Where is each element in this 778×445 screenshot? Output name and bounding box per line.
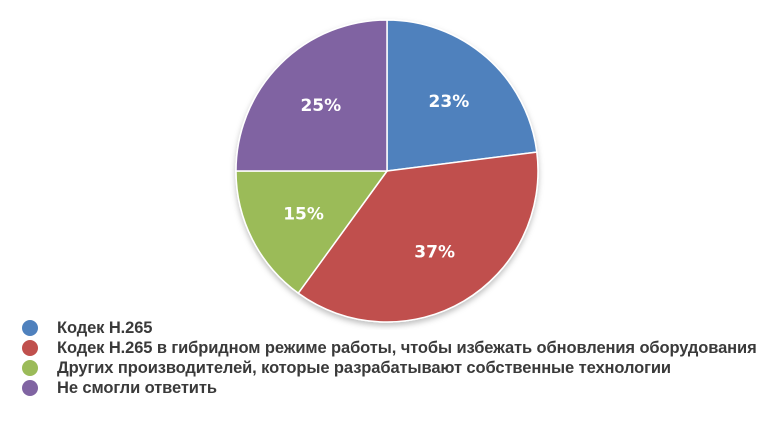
- legend-dot-icon: [22, 320, 38, 336]
- legend-dot-icon: [22, 340, 38, 356]
- legend-label: Не смогли ответить: [57, 378, 217, 397]
- legend-label: Кодек H.265 в гибридном режиме работы, ч…: [57, 338, 757, 357]
- legend-dot-icon: [22, 380, 38, 396]
- legend-item-other-vendors: Других производителей, которые разрабаты…: [22, 358, 757, 378]
- legend-item-no-answer: Не смогли ответить: [22, 378, 757, 398]
- legend-dot-icon: [22, 360, 38, 376]
- pie-chart: 23% 37% 15% 25%: [235, 19, 539, 323]
- pie-slice: [297, 151, 539, 323]
- legend: Кодек H.265 Кодек H.265 в гибридном режи…: [22, 318, 757, 398]
- legend-label: Других производителей, которые разрабаты…: [57, 358, 671, 377]
- slice-percent-label: 23%: [429, 92, 470, 112]
- legend-item-h265-hybrid: Кодек H.265 в гибридном режиме работы, ч…: [22, 338, 757, 358]
- pie-slice: [235, 170, 389, 295]
- slice-percent-label: 25%: [300, 96, 341, 116]
- pie-slice: [235, 19, 388, 172]
- legend-label: Кодек H.265: [57, 318, 153, 337]
- legend-item-h265: Кодек H.265: [22, 318, 757, 338]
- slice-percent-label: 15%: [283, 205, 324, 225]
- slice-percent-label: 37%: [414, 243, 455, 263]
- pie-slice: [386, 19, 538, 172]
